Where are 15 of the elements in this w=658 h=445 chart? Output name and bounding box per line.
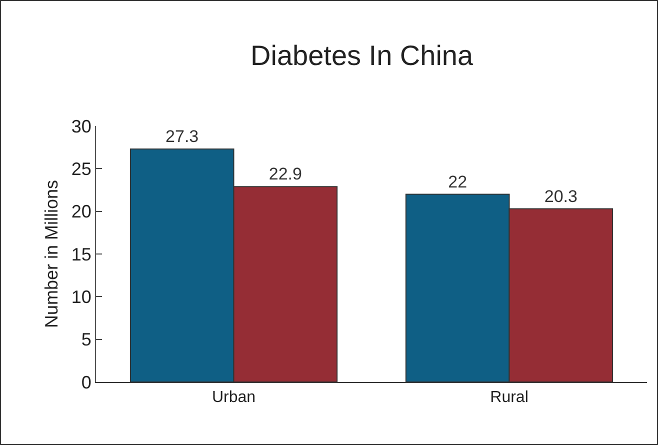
y-tick-label: 0 <box>81 372 92 392</box>
chart-title: Diabetes In China <box>250 40 474 71</box>
data-label: 20.3 <box>544 186 578 206</box>
x-tick-label: Rural <box>490 389 528 406</box>
y-axis-title: Number in Millions <box>42 180 62 328</box>
y-tick-label: 15 <box>71 244 92 264</box>
data-label: 27.3 <box>166 127 199 146</box>
x-tick-label: Urban <box>212 389 256 406</box>
y-tick-label: 25 <box>71 158 92 179</box>
data-label: 22.9 <box>268 164 302 184</box>
y-tick-label: 5 <box>81 330 92 350</box>
y-tick-label: 30 <box>71 116 92 136</box>
y-tick-label: 20 <box>71 202 92 222</box>
y-tick-label: 10 <box>71 286 92 307</box>
data-label: 22 <box>448 172 468 192</box>
